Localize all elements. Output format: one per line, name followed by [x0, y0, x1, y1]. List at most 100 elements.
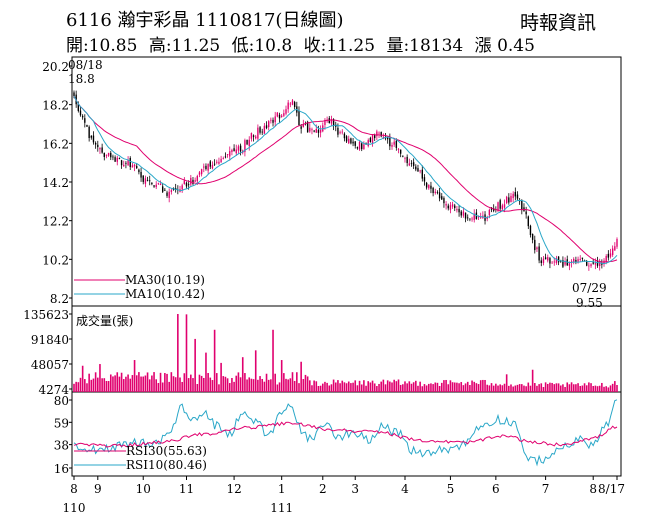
- candle-body: [209, 161, 211, 167]
- volume-bar: [278, 382, 281, 392]
- volume-bar: [389, 381, 391, 392]
- candle-body: [404, 157, 406, 159]
- volume-bar: [334, 382, 337, 392]
- candle-body: [161, 186, 164, 192]
- candle-body: [101, 147, 103, 153]
- candle-body: [302, 124, 305, 128]
- volume-bar: [220, 362, 222, 392]
- rsi-tick-label: 16: [54, 462, 69, 476]
- volume-bar: [129, 378, 132, 392]
- candle-body: [352, 141, 354, 144]
- volume-bar: [559, 385, 562, 392]
- volume-bar: [296, 372, 298, 392]
- volume-bar: [415, 380, 417, 392]
- volume-bar: [257, 379, 259, 392]
- candle-body: [218, 161, 220, 164]
- month-label: 1: [278, 482, 286, 496]
- volume-title: 成交量(張): [76, 313, 133, 328]
- candle-body: [386, 137, 389, 140]
- candle-body: [123, 164, 125, 167]
- volume-bar: [103, 378, 106, 392]
- candle-body: [581, 257, 584, 259]
- candle-body: [298, 110, 300, 126]
- volume-bar: [261, 378, 264, 392]
- candle-body: [153, 185, 155, 187]
- candle-body: [447, 205, 449, 209]
- candle-body: [412, 162, 415, 166]
- candle-body: [220, 158, 222, 163]
- volume-bar: [231, 377, 233, 392]
- candle-body: [410, 163, 413, 165]
- candle-body: [335, 124, 337, 127]
- candle-body: [467, 217, 469, 219]
- volume-bar: [213, 329, 216, 392]
- candle-body: [598, 261, 601, 266]
- volume-bar: [393, 379, 395, 392]
- candle-body: [270, 119, 272, 121]
- candle-body: [371, 134, 374, 144]
- volume-bar: [272, 329, 274, 392]
- candle-body: [540, 260, 542, 264]
- candle-body: [198, 172, 201, 175]
- month-label: 8: [589, 482, 597, 496]
- candle-body: [428, 184, 430, 189]
- volume-bar: [324, 381, 326, 392]
- candle-body: [274, 116, 276, 123]
- volume-bar: [226, 378, 229, 392]
- volume-bar: [445, 379, 447, 392]
- candle-body: [144, 178, 147, 184]
- candle-body: [170, 190, 173, 192]
- chart-title: 6116 瀚宇彩晶 1110817(日線圖): [66, 10, 344, 31]
- candle-body: [263, 125, 266, 134]
- candle-body: [222, 157, 224, 159]
- volume-bar: [84, 379, 86, 392]
- volume-bar: [378, 383, 380, 392]
- candle-body: [441, 196, 443, 200]
- volume-bar: [244, 373, 246, 392]
- volume-bar: [553, 384, 556, 392]
- candle-body: [527, 216, 530, 227]
- volume-bar: [194, 338, 196, 392]
- month-label: 9: [94, 482, 102, 496]
- candle-body: [423, 177, 426, 182]
- candle-body: [477, 216, 480, 218]
- candle-body: [516, 194, 519, 199]
- volume-bar: [369, 382, 372, 392]
- volume-bar: [544, 382, 547, 392]
- volume-panel: 135623 91840 48057 4274 成交量(張): [23, 308, 618, 397]
- volume-bar: [525, 386, 527, 392]
- volume-bar: [417, 385, 419, 392]
- candle-body: [207, 163, 209, 171]
- volume-bar: [276, 384, 279, 392]
- candle-body: [417, 168, 419, 172]
- volume-bar: [267, 379, 270, 392]
- volume-bar: [345, 383, 348, 392]
- candle-body: [601, 263, 603, 265]
- candle-body: [471, 218, 473, 220]
- volume-bar: [373, 383, 376, 392]
- candle-body: [564, 261, 566, 265]
- candle-body: [369, 137, 372, 143]
- candle-body: [534, 239, 536, 251]
- candle-body: [354, 141, 356, 146]
- volume-bar: [451, 382, 454, 392]
- volume-bar: [144, 375, 147, 392]
- volume-bar: [198, 374, 201, 392]
- candle-body: [555, 258, 558, 264]
- volume-bar: [412, 382, 415, 392]
- candle-body: [462, 211, 465, 216]
- candle-body: [105, 154, 108, 156]
- volume-bar: [611, 383, 614, 392]
- candle-body: [512, 193, 514, 199]
- price-tick-label: 10.2: [42, 253, 69, 267]
- candle-body: [436, 192, 439, 194]
- rsi-tick-label: 59: [54, 416, 69, 430]
- volume-bar: [309, 380, 311, 392]
- price-tick-label: 16.2: [42, 137, 69, 151]
- candle-body: [432, 187, 434, 194]
- volume-bar: [581, 385, 584, 392]
- volume-bar: [501, 385, 504, 392]
- volume-bar: [313, 380, 315, 392]
- high-date-annotation: 08/18: [68, 58, 103, 72]
